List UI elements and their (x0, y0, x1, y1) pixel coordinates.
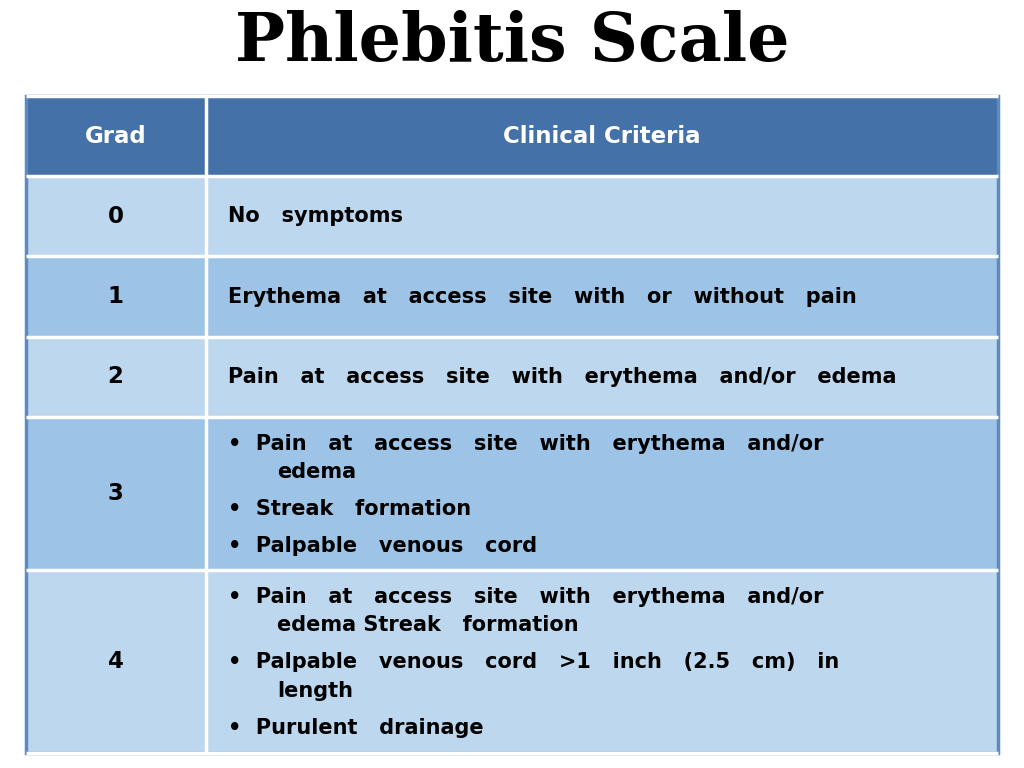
Text: 1: 1 (108, 285, 124, 308)
Text: •  Palpable   venous   cord: • Palpable venous cord (228, 535, 538, 555)
Text: •  Palpable   venous   cord   >1   inch   (2.5   cm)   in: • Palpable venous cord >1 inch (2.5 cm) … (228, 653, 840, 673)
Bar (206, 417, 998, 570)
Text: Clinical Criteria: Clinical Criteria (503, 124, 700, 147)
Text: •  Streak   formation: • Streak formation (228, 499, 471, 519)
Bar (26, 417, 206, 570)
Text: Erythema   at   access   site   with   or   without   pain: Erythema at access site with or without … (228, 286, 857, 306)
Bar (26, 176, 206, 257)
Text: Pain   at   access   site   with   erythema   and/or   edema: Pain at access site with erythema and/or… (228, 367, 897, 387)
Text: No   symptoms: No symptoms (228, 207, 403, 227)
Bar (206, 176, 998, 257)
Bar (206, 257, 998, 336)
Bar (206, 336, 998, 417)
Text: 3: 3 (108, 482, 124, 505)
Text: 4: 4 (108, 650, 124, 673)
Text: 2: 2 (108, 366, 124, 389)
Bar (206, 96, 998, 176)
Text: length: length (278, 681, 353, 701)
Text: Phlebitis Scale: Phlebitis Scale (234, 10, 790, 74)
Text: Grad: Grad (85, 124, 146, 147)
Bar (26, 570, 206, 753)
Bar (26, 96, 998, 753)
Text: edema: edema (278, 462, 356, 482)
Bar (26, 257, 206, 336)
Bar (206, 570, 998, 753)
Text: 0: 0 (108, 205, 124, 228)
Bar (26, 336, 206, 417)
Text: •  Pain   at   access   site   with   erythema   and/or: • Pain at access site with erythema and/… (228, 434, 823, 454)
Text: •  Purulent   drainage: • Purulent drainage (228, 718, 483, 738)
Text: edema Streak   formation: edema Streak formation (278, 615, 579, 635)
Text: •  Pain   at   access   site   with   erythema   and/or: • Pain at access site with erythema and/… (228, 587, 823, 607)
Bar (26, 96, 206, 176)
